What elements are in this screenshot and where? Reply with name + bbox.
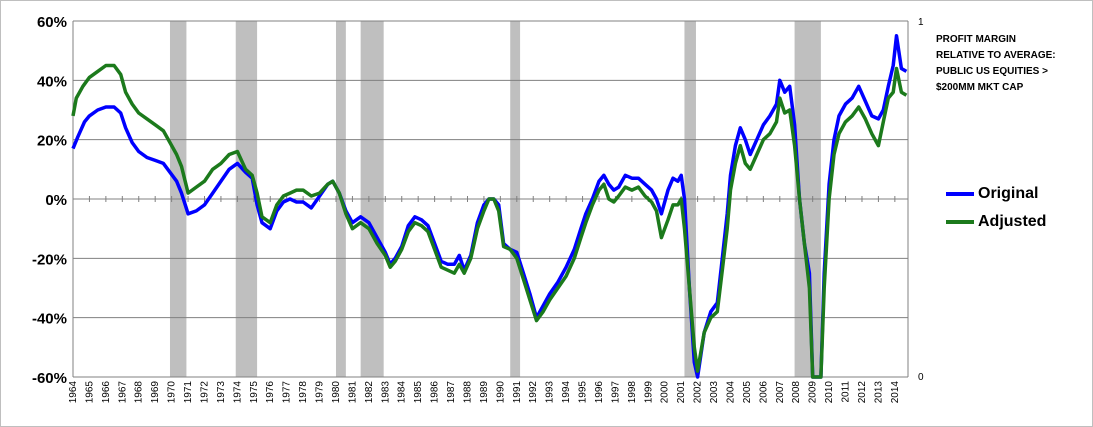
legend-item-original: Original [946, 180, 1046, 208]
x-tick-label: 1995 [578, 381, 589, 404]
x-tick-label: 1976 [265, 381, 276, 404]
x-tick-label: 1988 [462, 381, 473, 404]
x-tick-label: 1979 [315, 381, 326, 404]
x-tick-label: 1977 [282, 381, 293, 404]
x-tick-label: 1980 [331, 381, 342, 404]
x-tick-label: 1996 [594, 381, 605, 404]
y-tick-label: -20% [32, 251, 67, 268]
y-tick-label: 0% [45, 192, 67, 209]
y-tick-labels: 60% 40% 20% 0% -20% -40% -60% [32, 14, 67, 387]
y-tick-label: -60% [32, 370, 67, 387]
series-line-original [71, 34, 908, 379]
x-tick-label: 2009 [808, 381, 819, 404]
x-tick-label: 2013 [873, 381, 884, 404]
legend: Original Adjusted [946, 180, 1046, 236]
legend-item-adjusted: Adjusted [946, 208, 1046, 236]
x-tick-label: 1965 [84, 381, 95, 404]
x-tick-label: 2006 [758, 381, 769, 404]
x-tick-label: 1991 [512, 381, 523, 404]
annotation-line-3: PUBLIC US EQUITIES > [936, 66, 1048, 77]
x-tick-label: 1967 [117, 381, 128, 404]
x-tick-label: 1970 [167, 381, 178, 404]
x-tick-label: 2003 [709, 381, 720, 404]
x-tick-label: 1969 [150, 381, 161, 404]
legend-swatch-adjusted [946, 220, 974, 224]
y-tick-label: 60% [37, 14, 67, 31]
x-tick-labels: 1964 1965 1966 1967 1968 1969 1970 1971 1972 1973… [68, 381, 901, 404]
y2-tick-labels: 10 [918, 17, 924, 383]
x-tick-label: 1966 [101, 381, 112, 404]
x-tick-label: 1975 [249, 381, 260, 404]
y-tick-label: 20% [37, 133, 67, 150]
x-tick-label: 2007 [775, 381, 786, 404]
x-tick-label: 1990 [495, 381, 506, 404]
y-tick-label: -40% [32, 311, 67, 328]
x-tick-label: 2011 [841, 381, 852, 403]
x-tick-label: 2004 [725, 381, 736, 404]
x-tick-label: 1994 [561, 381, 572, 404]
legend-label-adjusted: Adjusted [978, 213, 1047, 230]
x-tick-label: 1999 [643, 381, 654, 404]
x-tick-label: 1989 [479, 381, 490, 404]
x-tick-label: 1985 [413, 381, 424, 404]
x-tick-label: 1987 [446, 381, 457, 404]
x-tick-label: 1982 [364, 381, 375, 404]
x-tick-label: 1971 [183, 381, 194, 404]
x-tick-label: 2008 [791, 381, 802, 404]
x-tick-label: 2014 [890, 381, 901, 404]
x-tick-label: 1973 [216, 381, 227, 404]
legend-label-original: Original [978, 185, 1039, 202]
x-tick-label: 1998 [627, 381, 638, 404]
x-tick-label: 2005 [742, 381, 753, 404]
x-tick-label: 1984 [397, 381, 408, 404]
x-tick-label: 2012 [857, 381, 868, 404]
series-lines [71, 34, 908, 379]
x-tick-label: 1983 [380, 381, 391, 404]
y2-tick-label: 1 [918, 17, 924, 28]
x-tick-label: 1992 [528, 381, 539, 404]
annotation-line-4: $200MM MKT CAP [936, 82, 1024, 93]
chart-annotation: PROFIT MARGIN RELATIVE TO AVERAGE: PUBLI… [936, 32, 1076, 96]
x-tick-label: 1972 [199, 381, 210, 404]
x-tick-label: 1981 [347, 381, 358, 404]
x-tick-label: 1968 [134, 381, 145, 404]
x-tick-label: 2001 [676, 381, 687, 404]
x-tick-label: 1997 [610, 381, 621, 404]
legend-swatch-original [946, 192, 974, 196]
series-line-adjusted [71, 63, 908, 379]
x-tick-label: 1986 [430, 381, 441, 404]
x-tick-label: 2002 [693, 381, 704, 404]
x-tick-label: 2000 [660, 381, 671, 404]
annotation-line-1: PROFIT MARGIN [936, 34, 1016, 45]
x-tick-label: 1978 [298, 381, 309, 404]
y-tick-label: 40% [37, 73, 67, 90]
x-tick-label: 1974 [232, 381, 243, 404]
annotation-line-2: RELATIVE TO AVERAGE: [936, 50, 1056, 61]
x-tick-label: 1964 [68, 381, 79, 404]
x-tick-label: 1993 [545, 381, 556, 404]
x-tick-label: 2010 [824, 381, 835, 404]
y2-tick-label: 0 [918, 372, 924, 383]
